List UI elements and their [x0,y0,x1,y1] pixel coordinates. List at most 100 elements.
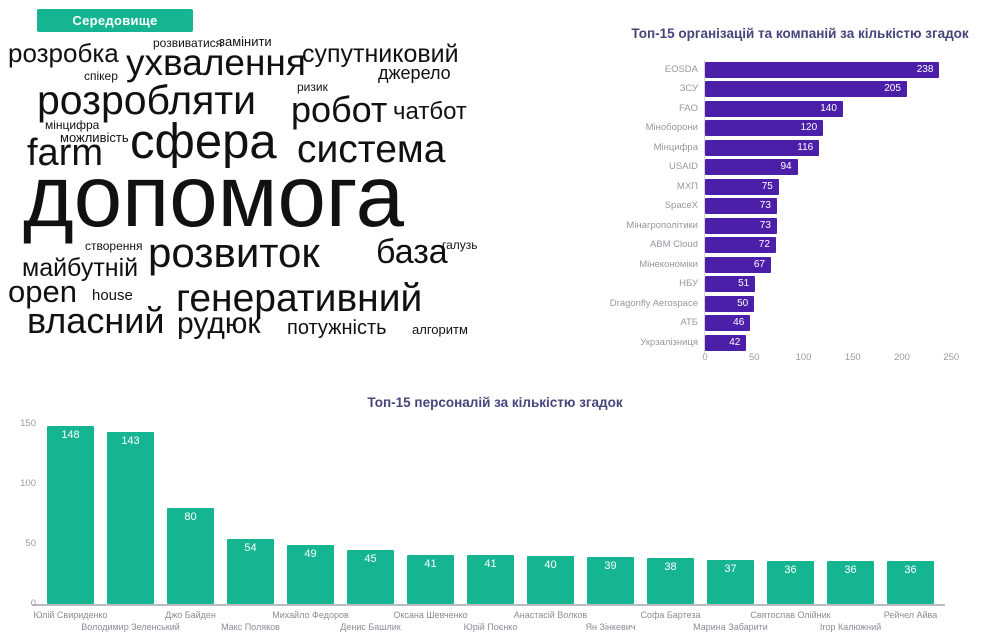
people-category-label: Анастасій Волков [513,610,588,620]
people-bar-value-label: 36 [904,563,917,576]
people-bar-value-label: 54 [244,542,257,555]
people-bar-value-label: 37 [724,562,737,575]
org-bar: 238 [705,62,940,78]
org-bar-row: USAID 94 [520,157,990,176]
people-bar-value-label: 39 [604,560,617,573]
org-bar: 73 [705,198,777,215]
people-bar: 45 [347,550,394,604]
people-y-tick-label: 50 [25,538,36,549]
org-bar: 205 [705,81,907,98]
org-bar-row: Міноборони 120 [520,118,990,137]
org-bar-value-label: 46 [733,317,745,329]
word-cloud-word: розробка [8,38,119,68]
people-category-label: Ігор Калюжний [819,622,882,632]
people-category-label: Денис Башлик [340,622,401,632]
org-bar-value-label: 50 [737,297,749,309]
people-bar: 80 [167,508,214,604]
people-bar-value-label: 49 [304,548,317,561]
org-bar-row: EOSDA 238 [520,60,990,79]
org-category-label: FAO [678,102,698,114]
org-bar-row: Dragonfly Aerospace 50 [520,294,990,313]
org-category-label: Укрзалізниця [640,336,698,348]
word-cloud-word: система [297,128,446,171]
org-bar-value-label: 42 [729,336,741,348]
people-bar: 39 [587,557,634,604]
org-bar: 51 [705,276,756,293]
people-y-tick-label: 150 [20,418,36,429]
org-bar: 46 [705,315,751,332]
word-cloud-word: open [8,274,77,309]
people-bar: 40 [527,556,574,604]
people-category-label: Марина Забарити [693,622,768,632]
people-category-label: Юрій Поєнко [463,622,518,632]
org-bar-row: FAO 140 [520,99,990,118]
people-bar: 36 [767,560,814,604]
org-bar-row: МХП 75 [520,177,990,196]
org-category-label: ЗСУ [679,83,698,95]
org-bar-value-label: 51 [738,278,750,290]
people-bar: 38 [647,558,694,604]
people-category-label: Джо Байден [165,610,216,620]
people-category-label: Макс Поляков [221,622,280,632]
org-category-label: Dragonfly Aerospace [609,297,698,309]
organizations-x-axis-ticks: 0 50 100 150 200 250 [520,352,990,366]
org-bar: 67 [705,256,771,273]
org-bar: 116 [705,139,820,156]
people-bar: 41 [407,554,454,604]
people-bar: 37 [707,559,754,604]
people-bar-value-label: 40 [544,559,557,571]
people-bar-value-label: 38 [664,561,677,574]
org-bar-value-label: 94 [780,161,792,173]
org-bar-value-label: 238 [916,64,934,75]
org-bar: 50 [705,295,755,312]
word-cloud-word: спікер [84,69,118,83]
people-category-label: Святослав Олійник [750,610,831,620]
org-bar-value-label: 116 [797,141,814,153]
word-cloud-word: база [376,233,448,271]
word-cloud-word: алгоритм [412,322,468,337]
word-cloud-word: чатбот [393,98,467,125]
people-bar: 36 [827,560,874,604]
org-bar: 75 [705,178,779,195]
org-x-tick-label: 0 [702,352,708,363]
org-bar-row: НБУ 51 [520,274,990,293]
org-bar-row: Мінагрополітики 73 [520,216,990,235]
org-bar-value-label: 140 [820,102,837,114]
org-category-label: МХП [676,180,698,192]
org-x-tick-label: 250 [943,352,960,363]
org-category-label: Мінекономіки [639,258,698,270]
word-cloud-word: розробляти [37,77,256,123]
org-category-label: ABM Cloud [649,239,698,251]
word-cloud-word: замінити [219,34,272,49]
org-category-label: Мінцифра [653,141,698,153]
people-bar-value-label: 41 [484,557,497,570]
people-bar: 54 [227,539,274,604]
word-cloud-word: розвиватися [153,36,223,50]
people-y-tick-label: 100 [20,478,36,489]
people-bar-value-label: 41 [424,557,437,570]
word-cloud-word: робот [291,89,388,130]
people-category-label: Юлій Свириденко [33,610,108,620]
people-bar: 41 [467,554,514,604]
org-category-label: Мінагрополітики [626,219,698,231]
people-chart-title: Топ-15 персоналій за кількістю згадок [367,395,623,410]
people-category-label: Рейчел Айва [883,610,938,620]
org-bar: 42 [705,334,747,351]
org-bar-value-label: 72 [758,239,770,251]
org-x-tick-label: 200 [894,352,910,363]
people-category-label: Володимир Зеленський [81,622,180,632]
people-bar: 36 [887,560,934,604]
org-bar-value-label: 73 [759,200,771,212]
word-cloud-word: генеративний [176,277,423,320]
word-cloud-word: супутниковий [302,40,459,68]
word-cloud-word: farm [27,132,103,174]
word-cloud-word: ризик [297,80,328,94]
word-cloud: розробка розвиватися замінити ухвалення супу… [0,0,500,360]
org-category-label: EOSDA [664,64,698,75]
people-category-label: Софа Бартеза [640,610,701,620]
people-category-label: Михайло Федоров [272,610,349,620]
environment-tab-badge[interactable]: Середовище [37,9,193,32]
org-bar-value-label: 120 [800,122,818,134]
organizations-y-axis-line [704,60,705,354]
org-category-label: SpaceX [664,200,698,212]
